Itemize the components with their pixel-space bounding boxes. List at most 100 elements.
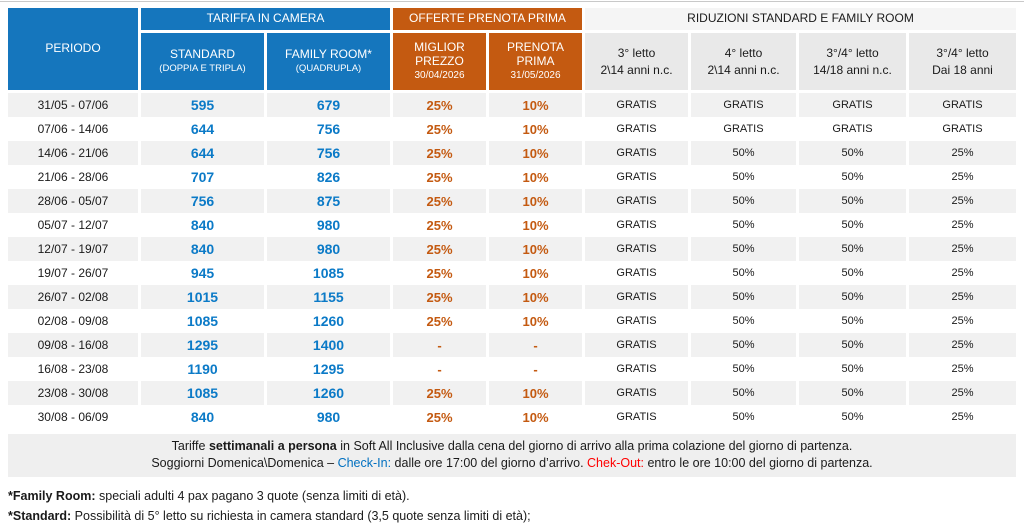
standard-price-cell: 840 (141, 405, 264, 429)
letto4-cell: 50% (691, 165, 796, 189)
prenota-prima-cell: 10% (489, 237, 582, 261)
header-col-standard-sub: (DOPPIA E TRIPLA) (159, 62, 246, 74)
top-divider (0, 1, 1024, 2)
header-col-letto34-teen-title: 3°/4° letto (826, 46, 879, 61)
footnote-family-room-label: *Family Room: (8, 489, 96, 503)
family-price-cell: 980 (267, 405, 390, 429)
standard-price-cell: 1085 (141, 309, 264, 333)
letto34-adult-cell: 25% (909, 165, 1016, 189)
letto34-adult-cell: GRATIS (909, 117, 1016, 141)
family-price-cell: 1155 (267, 285, 390, 309)
letto34-adult-cell: 25% (909, 189, 1016, 213)
header-col-letto3-title: 3° letto (617, 46, 656, 61)
letto4-cell: 50% (691, 333, 796, 357)
letto34-teen-cell: 50% (799, 165, 906, 189)
miglior-prezzo-cell: 25% (393, 237, 486, 261)
standard-price-cell: 840 (141, 237, 264, 261)
miglior-prezzo-cell: 25% (393, 189, 486, 213)
table-row: 28/06 - 05/07 756 875 25% 10% GRATIS 50%… (8, 189, 1016, 213)
family-price-cell: 980 (267, 213, 390, 237)
period-cell: 02/08 - 09/08 (8, 309, 138, 333)
standard-price-cell: 644 (141, 141, 264, 165)
miglior-prezzo-cell: 25% (393, 141, 486, 165)
header-group-riduzioni-label: RIDUZIONI STANDARD E FAMILY ROOM (687, 11, 914, 26)
header-col-letto34-adult: 3°/4° letto Dai 18 anni (909, 33, 1016, 90)
conditions-line2-mid: dalle ore 17:00 del giorno d’arrivo. (391, 456, 588, 470)
miglior-prezzo-cell: 25% (393, 117, 486, 141)
letto34-teen-cell: GRATIS (799, 117, 906, 141)
header-col-family-sub: (QUADRUPLA) (295, 62, 362, 74)
letto34-teen-cell: 50% (799, 189, 906, 213)
miglior-prezzo-cell: 25% (393, 165, 486, 189)
family-price-cell: 826 (267, 165, 390, 189)
conditions-line1-bold: settimanali a persona (208, 439, 337, 453)
standard-price-cell: 945 (141, 261, 264, 285)
checkout-label: Chek-Out: (587, 456, 644, 470)
letto4-cell: 50% (691, 357, 796, 381)
letto3-cell: GRATIS (585, 213, 688, 237)
letto34-teen-cell: 50% (799, 141, 906, 165)
family-price-cell: 1295 (267, 357, 390, 381)
family-price-cell: 756 (267, 117, 390, 141)
miglior-prezzo-cell: - (393, 333, 486, 357)
letto34-teen-cell: 50% (799, 285, 906, 309)
standard-price-cell: 644 (141, 117, 264, 141)
family-price-cell: 1260 (267, 381, 390, 405)
table-row: 23/08 - 30/08 1085 1260 25% 10% GRATIS 5… (8, 381, 1016, 405)
table-body: 31/05 - 07/06 595 679 25% 10% GRATIS GRA… (8, 93, 1016, 429)
letto34-teen-cell: 50% (799, 237, 906, 261)
period-cell: 14/06 - 21/06 (8, 141, 138, 165)
letto34-teen-cell: 50% (799, 405, 906, 429)
header-col-letto34-teen: 3°/4° letto 14/18 anni n.c. (799, 33, 906, 90)
prenota-prima-cell: 10% (489, 93, 582, 117)
family-price-cell: 875 (267, 189, 390, 213)
letto34-adult-cell: 25% (909, 309, 1016, 333)
miglior-prezzo-cell: - (393, 357, 486, 381)
letto34-adult-cell: 25% (909, 285, 1016, 309)
prenota-prima-cell: 10% (489, 309, 582, 333)
header-col-standard-title: STANDARD (169, 47, 236, 62)
prenota-prima-cell: 10% (489, 189, 582, 213)
conditions-line2-post: entro le ore 10:00 del giorno di partenz… (644, 456, 873, 470)
table-row: 12/07 - 19/07 840 980 25% 10% GRATIS 50%… (8, 237, 1016, 261)
letto34-teen-cell: 50% (799, 357, 906, 381)
table-row: 07/06 - 14/06 644 756 25% 10% GRATIS GRA… (8, 117, 1016, 141)
conditions-band: Tariffe settimanali a persona in Soft Al… (8, 434, 1016, 477)
letto3-cell: GRATIS (585, 309, 688, 333)
prenota-prima-cell: 10% (489, 141, 582, 165)
header-group-offerte: OFFERTE PRENOTA PRIMA (393, 8, 582, 30)
header-group-tariffa: TARIFFA IN CAMERA (141, 8, 390, 30)
header-col-letto3-sub: 2\14 anni n.c. (600, 62, 673, 77)
letto34-teen-cell: 50% (799, 213, 906, 237)
footnote-standard: *Standard: Possibilità di 5° letto su ri… (8, 506, 1016, 526)
miglior-prezzo-cell: 25% (393, 381, 486, 405)
period-cell: 26/07 - 02/08 (8, 285, 138, 309)
letto3-cell: GRATIS (585, 333, 688, 357)
letto34-adult-cell: GRATIS (909, 93, 1016, 117)
header-col-letto34-adult-sub: Dai 18 anni (932, 62, 993, 77)
letto4-cell: 50% (691, 261, 796, 285)
header-col-prenota-prima-date: 31/05/2026 (510, 70, 561, 82)
letto4-cell: 50% (691, 405, 796, 429)
standard-price-cell: 1295 (141, 333, 264, 357)
header-col-miglior-prezzo-date: 30/04/2026 (414, 70, 465, 82)
letto4-cell: 50% (691, 381, 796, 405)
conditions-line2: Soggiorni Domenica\Domenica – Check-In: … (8, 455, 1016, 472)
header-col-prenota-prima: PRENOTA PRIMA 31/05/2026 (489, 33, 582, 90)
letto34-teen-cell: GRATIS (799, 93, 906, 117)
header-col-miglior-prezzo-title: MIGLIOR PREZZO (414, 40, 465, 68)
table-row: 19/07 - 26/07 945 1085 25% 10% GRATIS 50… (8, 261, 1016, 285)
period-cell: 19/07 - 26/07 (8, 261, 138, 285)
header-periodo-label: PERIODO (45, 41, 101, 56)
letto3-cell: GRATIS (585, 117, 688, 141)
footnote-family-room: *Family Room: speciali adulti 4 pax paga… (8, 486, 1016, 506)
rate-table: PERIODO TARIFFA IN CAMERA OFFERTE PRENOT… (8, 8, 1016, 526)
miglior-prezzo-cell: 25% (393, 309, 486, 333)
header-col-miglior-prezzo: MIGLIOR PREZZO 30/04/2026 (393, 33, 486, 90)
table-row: 21/06 - 28/06 707 826 25% 10% GRATIS 50%… (8, 165, 1016, 189)
prenota-prima-cell: 10% (489, 165, 582, 189)
period-cell: 23/08 - 30/08 (8, 381, 138, 405)
prenota-prima-cell: 10% (489, 117, 582, 141)
header-col-letto34-adult-title: 3°/4° letto (936, 46, 989, 61)
